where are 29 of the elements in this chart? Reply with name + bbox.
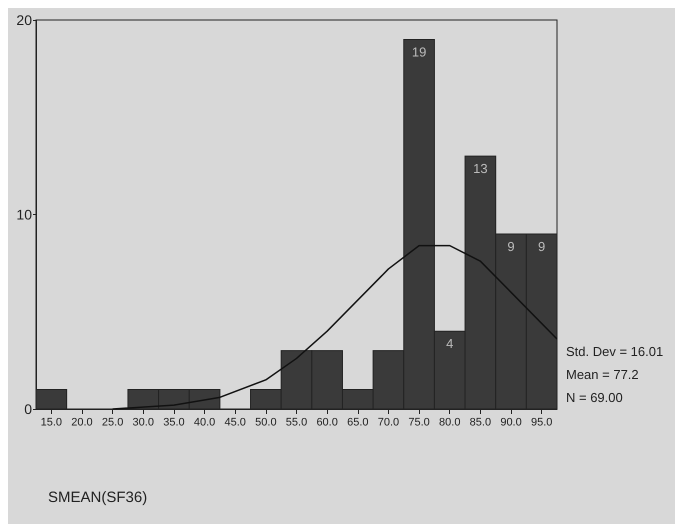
text: Std. Dev = 16.01 <box>566 344 664 359</box>
text: Mean = 77.2 <box>566 367 639 382</box>
x-tick-label: 35.0 <box>163 416 185 428</box>
x-tick-label: 15.0 <box>40 416 62 428</box>
data-label: 9 <box>538 238 546 254</box>
y-tick-label: 20 <box>16 12 32 28</box>
x-tick-label: 50.0 <box>255 416 277 428</box>
x-tick-label: 40.0 <box>194 416 216 428</box>
y-tick-label: 0 <box>24 401 32 417</box>
x-tick-label: 85.0 <box>470 416 492 428</box>
text: N = 69.00 <box>566 390 623 405</box>
x-tick-label: 75.0 <box>408 416 430 428</box>
x-tick-label: 65.0 <box>347 416 369 428</box>
data-label: 19 <box>412 44 426 60</box>
x-tick-label: 45.0 <box>224 416 246 428</box>
data-label: 9 <box>507 238 515 254</box>
x-tick-label: 70.0 <box>378 416 400 428</box>
x-tick-label: 25.0 <box>102 416 124 428</box>
x-tick-label: 30.0 <box>132 416 154 428</box>
x-axis-title: SMEAN(SF36) <box>48 489 148 506</box>
x-tick-label: 80.0 <box>439 416 460 428</box>
x-tick-label: 20.0 <box>71 416 93 428</box>
x-tick-label: 95.0 <box>530 416 552 428</box>
x-tick-label: 60.0 <box>316 416 338 428</box>
x-tick-label: 55.0 <box>286 416 308 428</box>
data-label: 13 <box>473 161 488 176</box>
data-label: 4 <box>446 336 454 352</box>
y-tick-label: 10 <box>16 206 32 222</box>
x-tick-label: 90.0 <box>500 416 522 428</box>
